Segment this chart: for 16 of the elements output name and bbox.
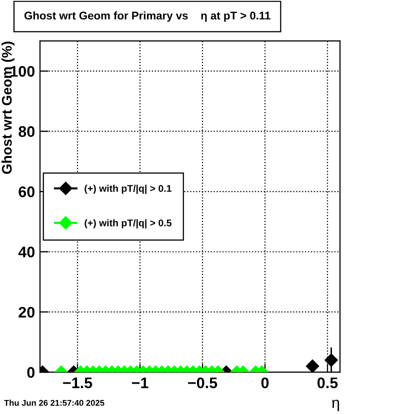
x-tick-label: 0.5 xyxy=(317,377,338,388)
y-tick-label: 0 xyxy=(27,367,35,378)
y-tick-label: 60 xyxy=(18,186,35,198)
x-axis-title: η xyxy=(332,400,340,412)
legend-label: (+) with pT/|q| > 0.1 xyxy=(84,184,172,194)
x-tick-label: −1 xyxy=(132,378,148,388)
legend-label: (+) with pT/|q| > 0.5 xyxy=(84,219,172,228)
y-tick-label: 40 xyxy=(18,246,35,258)
x-tick-label: −1.5 xyxy=(63,378,92,388)
y-tick-label: 100 xyxy=(10,66,35,77)
x-tick-label: −0.5 xyxy=(188,377,218,388)
text: Thu Jun 26 21:57:40 2025 xyxy=(4,400,104,406)
y-tick-label: 20 xyxy=(18,306,35,318)
chart-title: Ghost wrt Geom for Primary vs η at pT > 0.11 xyxy=(24,11,270,22)
y-tick-label: 80 xyxy=(18,126,35,137)
x-tick-label: 0 xyxy=(261,377,269,388)
